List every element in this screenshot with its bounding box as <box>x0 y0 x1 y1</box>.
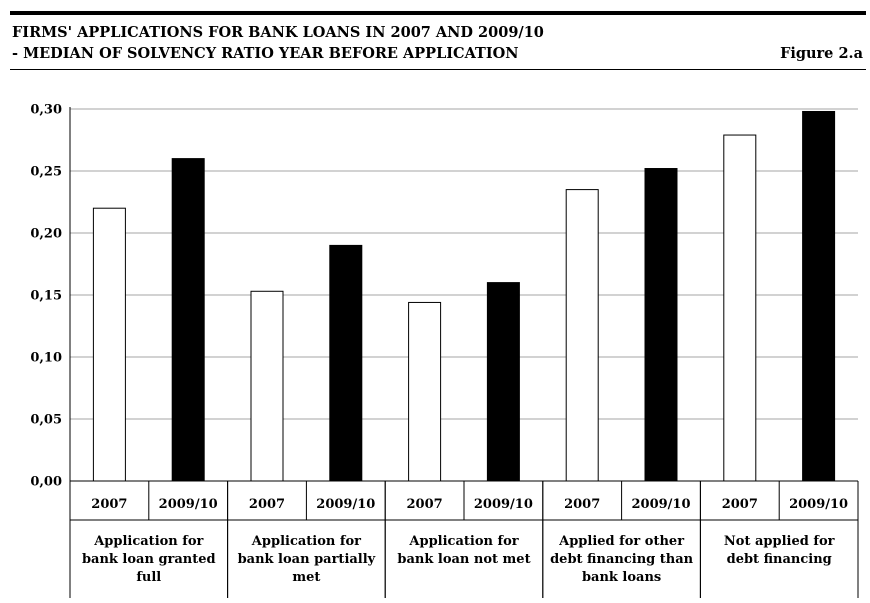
group-label-line: debt financing <box>727 552 832 567</box>
bar-2009-10-group-4 <box>644 168 678 482</box>
series-label: 2007 <box>407 497 443 512</box>
chart-title: FIRMS' APPLICATIONS FOR BANK LOANS IN 20… <box>12 22 544 64</box>
group-label-line: Application for <box>408 534 518 549</box>
group-label-line: Application for <box>93 534 203 549</box>
y-tick-label: 0,20 <box>30 227 62 242</box>
series-label: 2009/10 <box>159 497 218 512</box>
group-label-line: Application for <box>251 534 361 549</box>
y-tick-label: 0,25 <box>30 165 62 180</box>
bar-2007-group-1 <box>92 207 126 482</box>
y-tick-label: 0,15 <box>30 289 62 304</box>
bar-2009-10-group-1 <box>171 158 205 482</box>
group-label-line: debt financing than <box>550 552 694 567</box>
group-label-line: full <box>136 570 161 585</box>
top-rule <box>10 11 866 15</box>
y-tick-label: 0,05 <box>30 413 62 428</box>
figure-label: Figure 2.a <box>780 45 863 62</box>
series-label: 2007 <box>91 497 127 512</box>
bar-2007-group-2 <box>250 290 284 482</box>
group-label-line: Not applied for <box>724 534 835 549</box>
group-label-line: bank loan partially <box>238 552 376 567</box>
title-rule <box>10 69 866 70</box>
bar-2007-group-3 <box>408 301 442 482</box>
bar-2007-group-4 <box>565 189 599 482</box>
group-label-line: bank loans <box>582 570 661 585</box>
series-label: 2009/10 <box>316 497 375 512</box>
series-label: 2009/10 <box>631 497 690 512</box>
bar-2009-10-group-3 <box>486 282 520 482</box>
bar-2009-10-group-2 <box>329 244 363 482</box>
group-label-line: Applied for other <box>558 534 684 549</box>
chart-title-line-1: FIRMS' APPLICATIONS FOR BANK LOANS IN 20… <box>12 24 544 41</box>
y-tick-label: 0,10 <box>30 351 62 366</box>
series-label: 2007 <box>564 497 600 512</box>
series-label: 2007 <box>249 497 285 512</box>
group-label-line: bank loan not met <box>397 552 530 567</box>
group-label-line: bank loan granted <box>82 552 216 567</box>
series-label: 2007 <box>722 497 758 512</box>
series-label: 2009/10 <box>474 497 533 512</box>
bar-2007-group-5 <box>723 134 757 482</box>
bar-2009-10-group-5 <box>802 110 836 482</box>
y-tick-label: 0,30 <box>30 103 62 118</box>
y-tick-label: 0,00 <box>30 475 62 490</box>
group-label-line: met <box>292 570 320 585</box>
series-label: 2009/10 <box>789 497 848 512</box>
chart-title-line-2: - MEDIAN OF SOLVENCY RATIO YEAR BEFORE A… <box>12 45 519 62</box>
